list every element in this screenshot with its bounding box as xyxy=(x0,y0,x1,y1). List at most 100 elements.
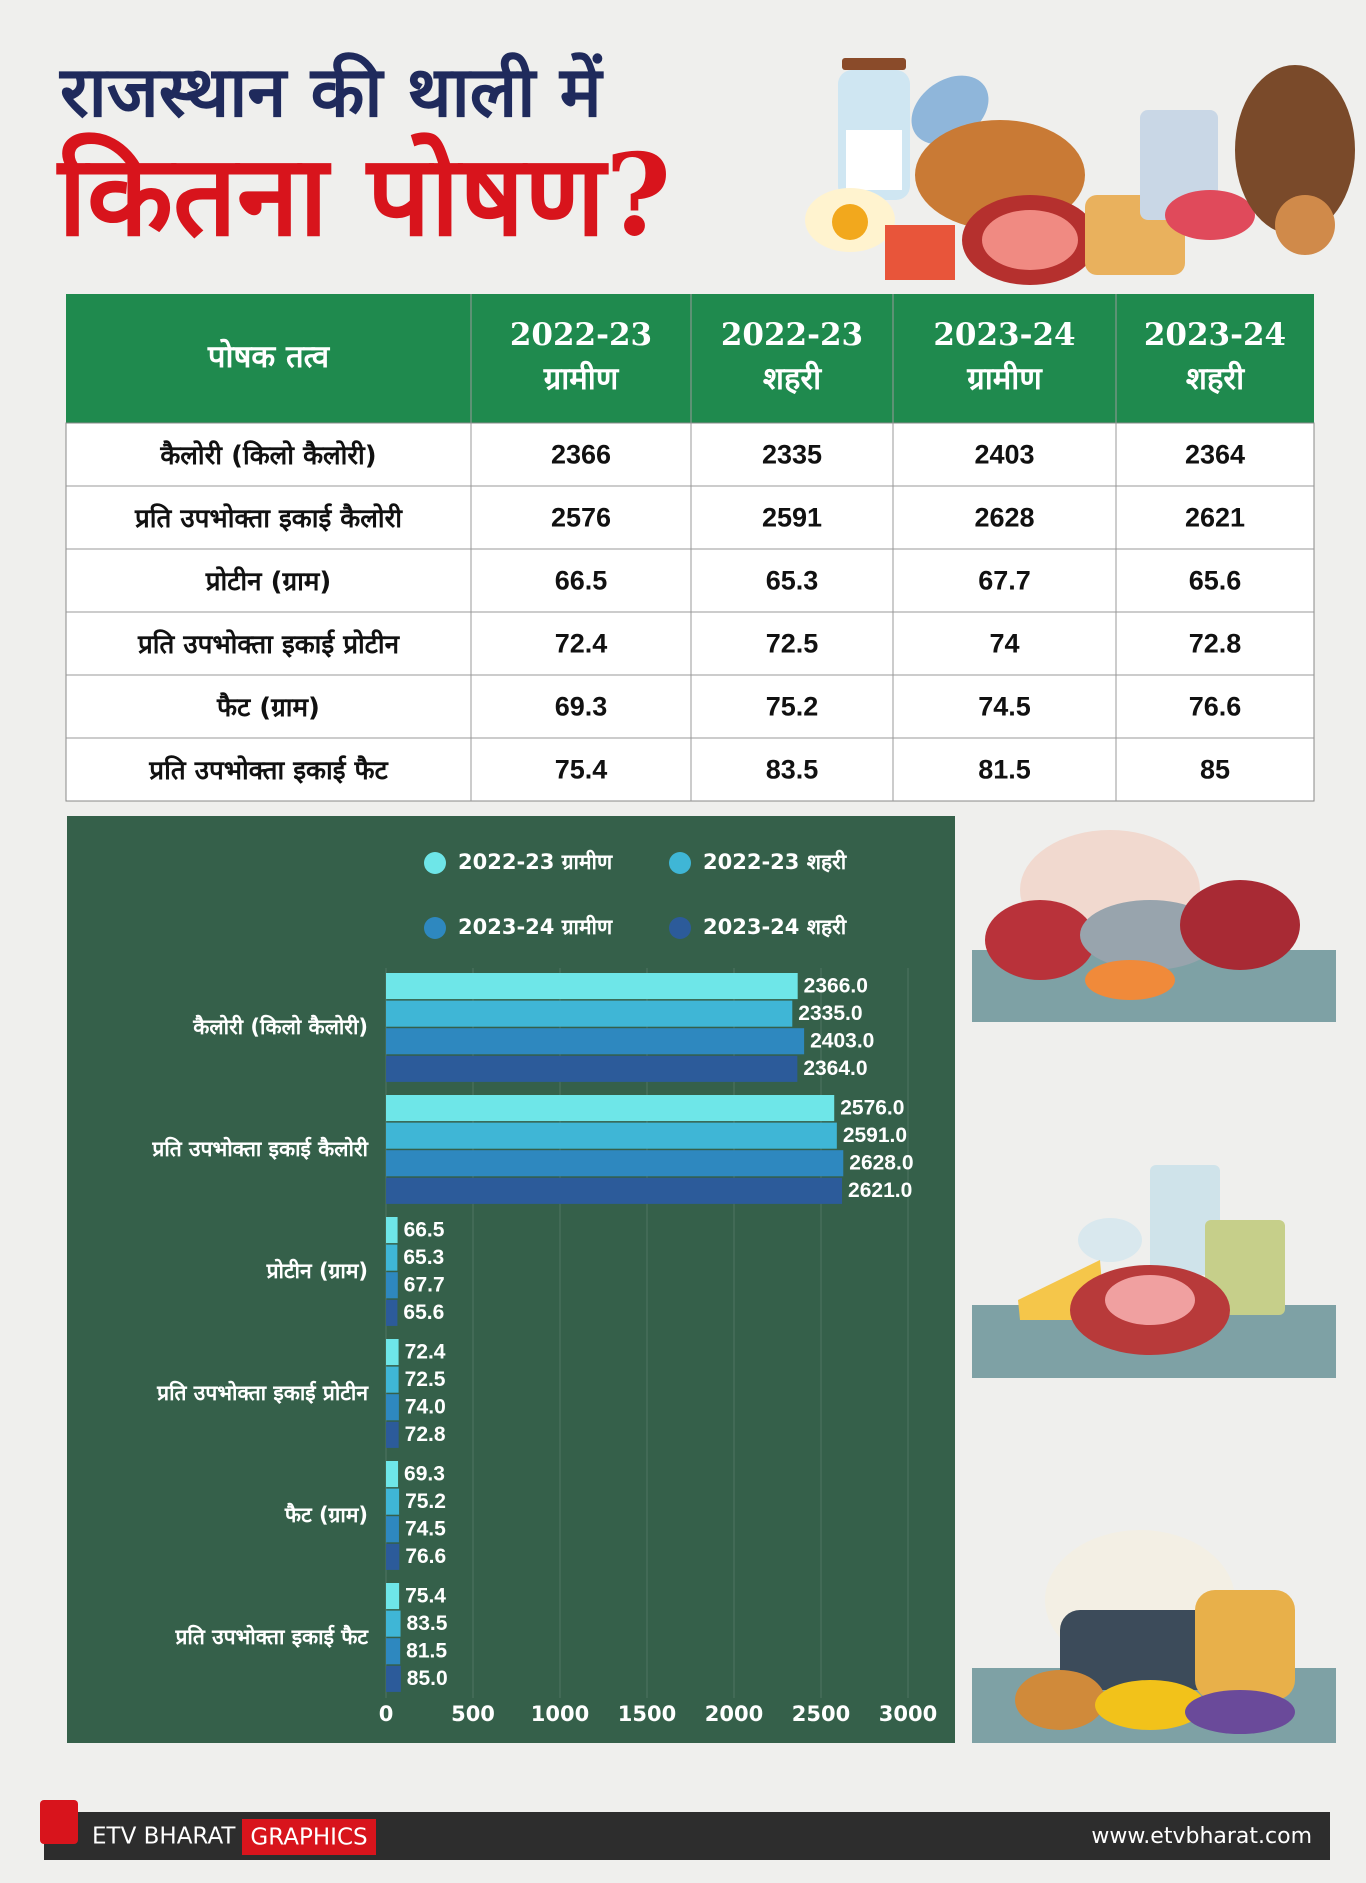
data-label: 2576.0 xyxy=(840,1096,904,1119)
table-header-cell: शहरी xyxy=(763,360,822,397)
bar xyxy=(386,1122,837,1149)
bar xyxy=(386,1055,798,1082)
data-label: 75.2 xyxy=(405,1490,446,1513)
bar xyxy=(386,1217,398,1244)
data-label: 74.0 xyxy=(405,1396,446,1419)
bar xyxy=(386,1028,805,1055)
data-label: 85.0 xyxy=(407,1667,448,1690)
table-cell: 2591 xyxy=(762,503,822,533)
data-label: 72.4 xyxy=(405,1340,446,1363)
data-label: 67.7 xyxy=(404,1274,445,1297)
table-row-label: कैलोरी (किलो कैलोरी) xyxy=(159,440,376,471)
table-cell: 2628 xyxy=(974,503,1034,533)
food-illustration xyxy=(805,58,1355,285)
table-cell: 65.6 xyxy=(1189,566,1242,596)
data-label: 72.5 xyxy=(405,1368,446,1391)
footer-url: www.etvbharat.com xyxy=(1091,1824,1312,1849)
legend-label: 2023-24 ग्रामीण xyxy=(458,914,613,939)
data-label: 2621.0 xyxy=(848,1179,912,1202)
bar xyxy=(386,1543,400,1570)
table-header-cell: 2022-23 xyxy=(510,317,652,353)
bar xyxy=(386,1421,399,1448)
footer-brand: ETV BHARAT xyxy=(92,1824,236,1850)
x-tick-label: 1000 xyxy=(531,1702,589,1726)
legend-label: 2022-23 ग्रामीण xyxy=(458,849,613,874)
table-row-label: फैट (ग्राम) xyxy=(216,692,320,723)
table-cell: 67.7 xyxy=(978,566,1031,596)
legend-label: 2023-24 शहरी xyxy=(703,914,848,939)
title-line-2: कितना पोषण? xyxy=(56,130,671,261)
data-label: 65.3 xyxy=(403,1246,444,1269)
bar xyxy=(386,1150,844,1177)
data-label: 75.4 xyxy=(405,1584,446,1607)
bar xyxy=(386,1461,399,1488)
legend-label: 2022-23 शहरी xyxy=(703,849,848,874)
bar xyxy=(386,1610,401,1637)
data-label: 2628.0 xyxy=(849,1152,913,1175)
table-cell: 2366 xyxy=(551,440,611,470)
bar xyxy=(386,1177,843,1204)
data-label: 81.5 xyxy=(406,1640,447,1663)
table-row-label: प्रोटीन (ग्राम) xyxy=(205,566,332,597)
table-header-cell: 2023-24 xyxy=(933,317,1075,353)
legend-marker xyxy=(424,852,446,874)
table-header-cell: पोषक तत्व xyxy=(207,338,331,375)
bar xyxy=(386,1665,401,1692)
bar xyxy=(386,1366,399,1393)
table-cell: 72.5 xyxy=(766,629,819,659)
data-label: 2591.0 xyxy=(843,1124,907,1147)
bar xyxy=(386,973,798,1000)
data-label: 65.6 xyxy=(403,1301,444,1324)
table-header-bg xyxy=(66,294,1314,423)
data-label: 74.5 xyxy=(405,1518,446,1541)
logo xyxy=(40,1800,78,1844)
table-cell: 72.4 xyxy=(555,629,608,659)
nutrition-table: पोषक तत्व 2022-23 ग्रामीण 2022-23 शहरी 2023-2… xyxy=(65,294,1315,802)
data-label: 76.6 xyxy=(405,1545,446,1568)
table-header-cell: शहरी xyxy=(1186,360,1245,397)
data-label: 2366.0 xyxy=(804,974,868,997)
table-row-label: प्रति उपभोक्ता इकाई प्रोटीन xyxy=(137,629,401,660)
y-tick-label: प्रति उपभोक्ता इकाई प्रोटीन xyxy=(156,1380,369,1405)
bar xyxy=(386,1339,399,1366)
table-header-cell: 2022-23 xyxy=(721,317,863,353)
side-illustrations xyxy=(972,826,1336,1743)
data-label: 72.8 xyxy=(405,1423,446,1446)
data-label: 83.5 xyxy=(407,1612,448,1635)
bar xyxy=(386,1394,399,1421)
table-row-label: प्रति उपभोक्ता इकाई फैट xyxy=(148,755,388,786)
table-cell: 2621 xyxy=(1185,503,1245,533)
legend-marker xyxy=(424,917,446,939)
table-header-cell: ग्रामीण xyxy=(966,360,1043,397)
data-label: 2403.0 xyxy=(810,1030,874,1053)
data-label: 69.3 xyxy=(404,1462,445,1485)
bar xyxy=(386,1299,398,1326)
bar xyxy=(386,1000,793,1027)
y-tick-label: कैलोरी (किलो कैलोरी) xyxy=(192,1014,368,1039)
y-tick-label: प्रति उपभोक्ता इकाई फैट xyxy=(174,1624,369,1649)
table-cell: 76.6 xyxy=(1189,692,1242,722)
data-label: 2364.0 xyxy=(803,1057,867,1080)
x-tick-label: 0 xyxy=(379,1702,394,1726)
table-cell: 2403 xyxy=(974,440,1034,470)
data-label: 2335.0 xyxy=(798,1002,862,1025)
footer-section: GRAPHICS xyxy=(250,1825,367,1851)
bar xyxy=(386,1272,398,1299)
y-tick-label: प्रति उपभोक्ता इकाई कैलोरी xyxy=(151,1136,369,1161)
table-cell: 2364 xyxy=(1185,440,1245,470)
legend-marker xyxy=(669,852,691,874)
table-cell: 81.5 xyxy=(978,755,1031,785)
table-cell: 85 xyxy=(1200,755,1230,785)
table-cell: 74 xyxy=(989,629,1019,659)
x-tick-label: 2500 xyxy=(792,1702,850,1726)
bar xyxy=(386,1638,401,1665)
bar xyxy=(386,1516,399,1543)
bar-chart: 0 500 1000 1500 2000 2500 3000 2022-23 ग्रामीण 2… xyxy=(151,849,937,1726)
table-cell: 75.2 xyxy=(766,692,819,722)
table-cell: 2335 xyxy=(762,440,822,470)
bar xyxy=(386,1095,835,1122)
chart-panel xyxy=(67,816,955,1743)
bar xyxy=(386,1488,400,1515)
footer-section-box xyxy=(242,1819,376,1855)
